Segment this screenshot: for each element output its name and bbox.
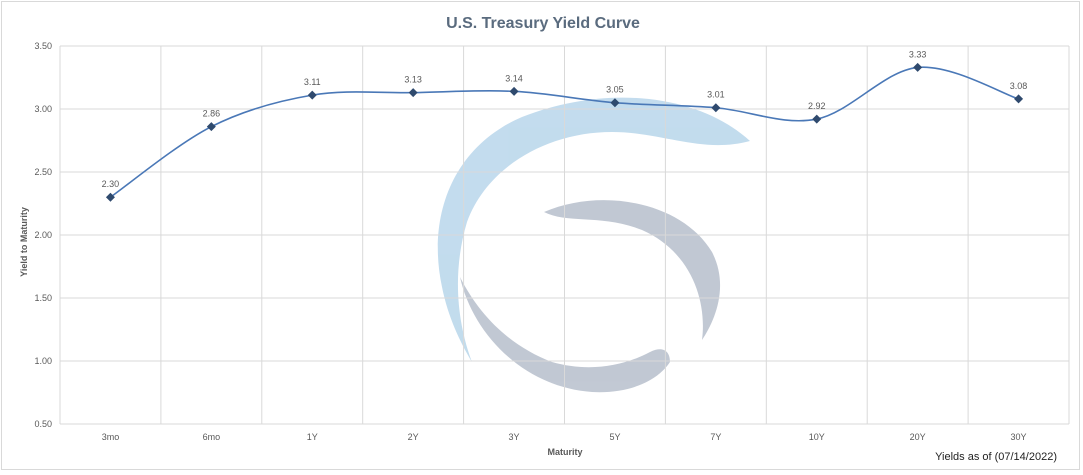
x-tick-label: 10Y (809, 432, 825, 442)
y-tick-label: 1.00 (34, 356, 52, 366)
data-point-10Y[interactable] (812, 114, 822, 124)
data-label-30Y: 3.08 (1010, 81, 1028, 91)
data-label-1Y: 3.11 (304, 77, 321, 87)
x-tick-label: 30Y (1011, 432, 1027, 442)
data-labels: 2.30 2.86 3.11 3.13 3.14 3.05 3.01 2.92 3.33 3.08 (102, 49, 1028, 189)
data-point-3Y[interactable] (509, 86, 519, 96)
x-tick-label: 5Y (609, 432, 620, 442)
y-tick-label: 3.50 (34, 41, 52, 51)
data-point-6mo[interactable] (206, 122, 216, 132)
y-tick-label: 1.50 (34, 293, 52, 303)
y-axis-title: Yield to Maturity (19, 207, 29, 277)
x-tick-label: 3mo (102, 432, 120, 442)
data-point-5Y[interactable] (610, 98, 620, 108)
x-axis-title: Maturity (547, 447, 582, 457)
data-label-20Y: 3.33 (909, 49, 927, 59)
data-point-20Y[interactable] (913, 62, 923, 72)
x-axis: 3mo 6mo 1Y 2Y 3Y 5Y 7Y 10Y 20Y 30Y (102, 432, 1027, 442)
data-label-2Y: 3.13 (404, 75, 422, 85)
y-tick-label: 2.00 (34, 230, 52, 240)
data-point-2Y[interactable] (408, 88, 418, 98)
grid (59, 45, 1070, 425)
data-point-1Y[interactable] (307, 90, 317, 100)
data-point-30Y[interactable] (1014, 94, 1024, 104)
watermark-blue-swoosh (437, 97, 750, 362)
x-tick-label: 1Y (307, 432, 318, 442)
y-tick-label: 2.50 (34, 167, 52, 177)
data-label-10Y: 2.92 (808, 101, 826, 111)
data-label-3Y: 3.14 (505, 73, 523, 83)
data-label-6mo: 2.86 (203, 109, 221, 119)
x-tick-label: 2Y (408, 432, 419, 442)
y-tick-label: 0.50 (34, 419, 52, 429)
x-tick-label: 7Y (710, 432, 721, 442)
chart-title: U.S. Treasury Yield Curve (446, 15, 640, 32)
data-label-5Y: 3.05 (606, 85, 624, 95)
yields-as-of-note: Yields as of (07/14/2022) (935, 451, 1057, 463)
watermark-gray-swoosh (544, 200, 721, 340)
series-markers (105, 62, 1024, 202)
y-tick-label: 3.00 (34, 104, 52, 114)
watermark-logo (437, 97, 750, 393)
y-axis: 0.50 1.00 1.50 2.00 2.50 3.00 3.50 (34, 41, 52, 429)
series-yield (109, 66, 1019, 198)
x-tick-label: 6mo (203, 432, 221, 442)
x-tick-label: 3Y (509, 432, 520, 442)
data-label-3mo: 2.30 (102, 179, 120, 189)
yield-line (109, 66, 1019, 198)
x-tick-label: 20Y (910, 432, 926, 442)
data-point-3mo[interactable] (105, 192, 115, 202)
data-point-7Y[interactable] (711, 103, 721, 113)
data-label-7Y: 3.01 (707, 90, 725, 100)
